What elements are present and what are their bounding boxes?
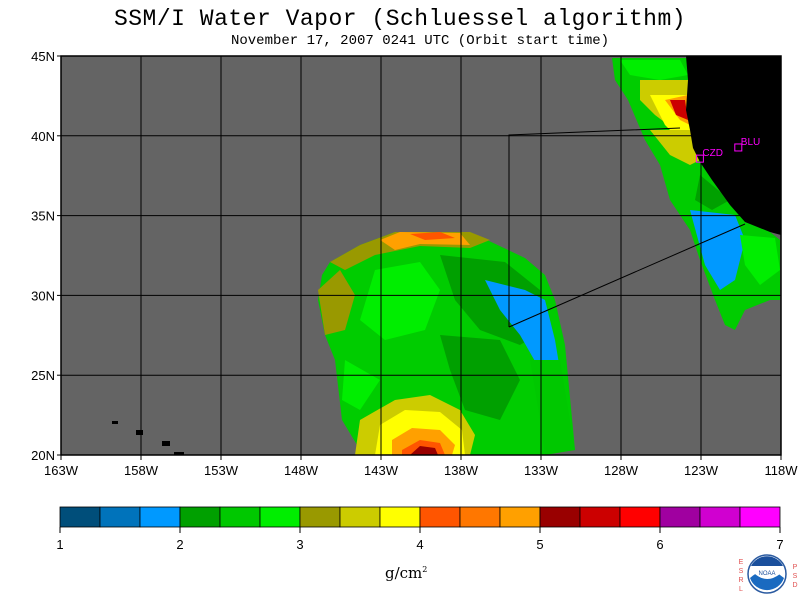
colorbar-swatch: [539, 506, 581, 528]
lon-tick-label: 128W: [604, 463, 639, 478]
trajectory-lines: [508, 127, 746, 328]
lon-tick-label: 153W: [204, 463, 239, 478]
colorbar-swatch: [699, 506, 741, 528]
colorbar-tick-labels: 1 2 3 4 5 6 7: [56, 527, 784, 552]
logo-letter: S: [792, 573, 798, 580]
station-marker: [734, 143, 743, 152]
map-title: SSM/I Water Vapor (Schluessel algorithm): [113, 6, 687, 32]
hawaiian-islands: [112, 421, 184, 455]
colorbar-swatch: [339, 506, 381, 528]
lat-tick-label: 40N: [31, 129, 55, 144]
lat-tick-label: 35N: [31, 209, 55, 224]
map-subtitle: November 17, 2007 0241 UTC (Orbit start …: [230, 33, 610, 49]
colorbar-swatch: [499, 506, 541, 528]
logo-letter: L: [739, 586, 743, 593]
colorbar-swatch: [139, 506, 181, 528]
colorbar-tick-label: 3: [296, 537, 303, 552]
lon-tick-label: 158W: [124, 463, 159, 478]
colorbar-swatch: [259, 506, 301, 528]
logo-letter: R: [738, 577, 744, 584]
colorbar-swatch: [579, 506, 621, 528]
station-label: BLU: [741, 137, 760, 148]
psd-letters: P S D: [791, 563, 799, 590]
units-base: g/cm: [385, 564, 423, 582]
lon-tick-label: 163W: [44, 463, 79, 478]
logo-letter: S: [738, 568, 744, 575]
colorbar: [59, 506, 781, 528]
station-marker: [695, 154, 704, 163]
colorbar-swatch: [99, 506, 141, 528]
colorbar-tick-label: 4: [416, 537, 423, 552]
esrl-letters: E S R L: [737, 558, 745, 594]
station-label: CZD: [702, 148, 723, 159]
units-exponent: 2: [422, 565, 428, 574]
colorbar-swatch: [459, 506, 501, 528]
lat-tick-label: 45N: [31, 49, 55, 64]
lon-tick-label: 148W: [284, 463, 319, 478]
noaa-logo-text: NOAA: [758, 571, 775, 577]
logo-letter: D: [792, 582, 798, 589]
latitude-labels: 45N 40N 35N 30N 25N 20N: [31, 49, 61, 463]
colorbar-tick-label: 6: [656, 537, 663, 552]
colorbar-tick-label: 1: [56, 537, 63, 552]
lon-tick-label: 143W: [364, 463, 399, 478]
lon-tick-label: 133W: [524, 463, 559, 478]
logo-letter: E: [738, 559, 744, 566]
map-frame: [60, 55, 782, 456]
lon-tick-label: 138W: [444, 463, 479, 478]
colorbar-swatch: [379, 506, 421, 528]
colorbar-swatch: [659, 506, 701, 528]
water-vapor-swath-pacific: [318, 232, 575, 455]
colorbar-swatch: [419, 506, 461, 528]
lat-tick-label: 20N: [31, 448, 55, 463]
colorbar-units: g/cm2: [385, 564, 427, 582]
longitude-labels: 163W 158W 153W 148W 143W 138W 133W 128W 123W 118W: [44, 455, 798, 478]
colorbar-swatch: [179, 506, 221, 528]
colorbar-swatch: [619, 506, 661, 528]
colorbar-tick-label: 7: [776, 537, 783, 552]
colorbar-swatch: [739, 506, 781, 528]
colorbar-tick-label: 2: [176, 537, 183, 552]
map-grid: [61, 56, 781, 455]
colorbar-tick-label: 5: [536, 537, 543, 552]
noaa-logo: NOAA: [747, 554, 787, 594]
lon-tick-label: 123W: [684, 463, 719, 478]
lon-tick-label: 118W: [765, 463, 799, 478]
colorbar-swatch: [219, 506, 261, 528]
lat-tick-label: 30N: [31, 288, 55, 303]
colorbar-swatch: [59, 506, 101, 528]
stations-layer: CZD BLU: [695, 137, 760, 163]
north-america-land: [686, 56, 781, 235]
colorbar-swatch: [299, 506, 341, 528]
logo-letter: P: [792, 564, 798, 571]
lat-tick-label: 25N: [31, 368, 55, 383]
